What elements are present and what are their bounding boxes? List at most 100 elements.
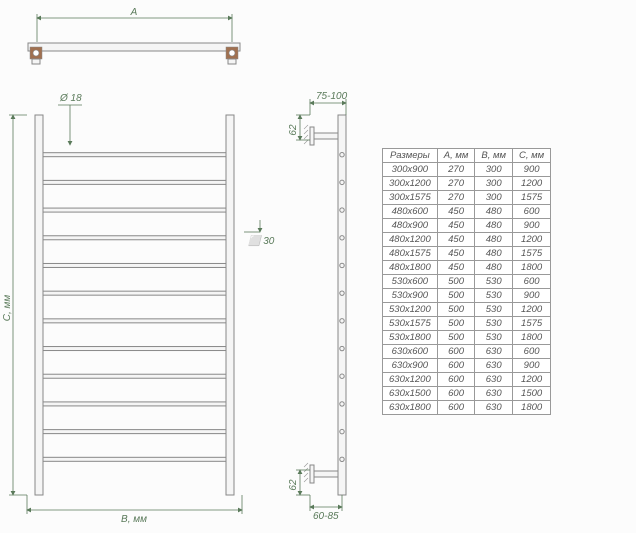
table-cell: 480 bbox=[475, 219, 513, 233]
table-cell: 630 bbox=[475, 359, 513, 373]
table-cell: 450 bbox=[437, 261, 475, 275]
table-cell: 480 bbox=[475, 205, 513, 219]
table-row: 630x900600630900 bbox=[383, 359, 551, 373]
table-cell: 480x600 bbox=[383, 205, 438, 219]
table-row: 630x12006006301200 bbox=[383, 373, 551, 387]
table-cell: 450 bbox=[437, 247, 475, 261]
dim-bottom-gap: 62 bbox=[288, 470, 310, 495]
table-cell: 630x1800 bbox=[383, 401, 438, 415]
table-cell: 300x900 bbox=[383, 163, 438, 177]
table-cell: 1800 bbox=[513, 401, 551, 415]
table-header: Размеры bbox=[383, 149, 438, 163]
table-cell: 500 bbox=[437, 275, 475, 289]
table-cell: 450 bbox=[437, 233, 475, 247]
table-cell: 600 bbox=[513, 205, 551, 219]
table-cell: 500 bbox=[437, 303, 475, 317]
table-row: 630x15006006301500 bbox=[383, 387, 551, 401]
label-C-axis: C, мм bbox=[2, 295, 13, 322]
table-row: 480x600450480600 bbox=[383, 205, 551, 219]
label-square: ⬜ 30 bbox=[248, 234, 275, 247]
dim-A: A bbox=[37, 7, 232, 42]
table-row: 630x18006006301800 bbox=[383, 401, 551, 415]
table-cell: 600 bbox=[437, 373, 475, 387]
table-cell: 900 bbox=[513, 289, 551, 303]
table-cell: 300 bbox=[475, 177, 513, 191]
table-cell: 300 bbox=[475, 191, 513, 205]
table-cell: 600 bbox=[513, 345, 551, 359]
table-row: 530x18005005301800 bbox=[383, 331, 551, 345]
label-bottom-range: 60-85 bbox=[313, 511, 339, 522]
table-cell: 630x900 bbox=[383, 359, 438, 373]
table-row: 530x12005005301200 bbox=[383, 303, 551, 317]
table-cell: 630 bbox=[475, 401, 513, 415]
table-header: A, мм bbox=[437, 149, 475, 163]
label-top-gap: 62 bbox=[288, 124, 299, 136]
table-row: 480x900450480900 bbox=[383, 219, 551, 233]
table-cell: 1575 bbox=[513, 191, 551, 205]
table-row: 530x900500530900 bbox=[383, 289, 551, 303]
table-row: 300x12002703001200 bbox=[383, 177, 551, 191]
table-row: 480x15754504801575 bbox=[383, 247, 551, 261]
table-cell: 630 bbox=[475, 387, 513, 401]
table-cell: 530 bbox=[475, 331, 513, 345]
table-cell: 1800 bbox=[513, 331, 551, 345]
table-cell: 270 bbox=[437, 191, 475, 205]
table-cell: 1575 bbox=[513, 247, 551, 261]
table-row: 480x18004504801800 bbox=[383, 261, 551, 275]
label-bottom-gap: 62 bbox=[288, 479, 299, 491]
table-cell: 900 bbox=[513, 359, 551, 373]
table-row: 530x600500530600 bbox=[383, 275, 551, 289]
table-cell: 1200 bbox=[513, 177, 551, 191]
table-cell: 480 bbox=[475, 233, 513, 247]
table-cell: 480 bbox=[475, 247, 513, 261]
dim-depth: 75-100 bbox=[310, 91, 348, 115]
table-header: B, мм bbox=[475, 149, 513, 163]
table-cell: 600 bbox=[437, 345, 475, 359]
label-B-axis: B, мм bbox=[121, 514, 147, 525]
table-cell: 1200 bbox=[513, 373, 551, 387]
top-view bbox=[28, 43, 240, 64]
table-row: 300x15752703001575 bbox=[383, 191, 551, 205]
table-cell: 600 bbox=[513, 275, 551, 289]
table-cell: 900 bbox=[513, 163, 551, 177]
table-cell: 500 bbox=[437, 317, 475, 331]
table-row: 630x600600630600 bbox=[383, 345, 551, 359]
table-cell: 480x1200 bbox=[383, 233, 438, 247]
table-cell: 530x1800 bbox=[383, 331, 438, 345]
table-cell: 1200 bbox=[513, 233, 551, 247]
table-cell: 500 bbox=[437, 331, 475, 345]
dim-square: ⬜ 30 bbox=[244, 220, 275, 247]
front-view bbox=[35, 115, 234, 495]
table-cell: 1500 bbox=[513, 387, 551, 401]
dim-diameter: Ø 18 bbox=[58, 93, 82, 145]
table-cell: 530x1575 bbox=[383, 317, 438, 331]
table-cell: 530x900 bbox=[383, 289, 438, 303]
table-cell: 450 bbox=[437, 205, 475, 219]
table-cell: 530 bbox=[475, 289, 513, 303]
dim-C-axis: C, мм bbox=[2, 115, 27, 495]
table-row: 300x900270300900 bbox=[383, 163, 551, 177]
table-cell: 300 bbox=[475, 163, 513, 177]
table-cell: 600 bbox=[437, 359, 475, 373]
dim-bottom-range: 60-85 bbox=[310, 495, 342, 522]
table-row: 530x15755005301575 bbox=[383, 317, 551, 331]
table-cell: 450 bbox=[437, 219, 475, 233]
table-cell: 1800 bbox=[513, 261, 551, 275]
side-view bbox=[304, 115, 346, 495]
table-cell: 480 bbox=[475, 261, 513, 275]
label-depth: 75-100 bbox=[316, 91, 348, 102]
table-row: 480x12004504801200 bbox=[383, 233, 551, 247]
table-cell: 630x600 bbox=[383, 345, 438, 359]
label-A: A bbox=[130, 7, 138, 18]
table-cell: 530 bbox=[475, 275, 513, 289]
table-cell: 530 bbox=[475, 317, 513, 331]
table-cell: 630x1500 bbox=[383, 387, 438, 401]
table-cell: 600 bbox=[437, 401, 475, 415]
table-cell: 270 bbox=[437, 177, 475, 191]
table-cell: 900 bbox=[513, 219, 551, 233]
table-cell: 270 bbox=[437, 163, 475, 177]
table-cell: 480x1800 bbox=[383, 261, 438, 275]
dim-B-axis: B, мм bbox=[27, 495, 242, 525]
table-cell: 600 bbox=[437, 387, 475, 401]
table-cell: 300x1575 bbox=[383, 191, 438, 205]
